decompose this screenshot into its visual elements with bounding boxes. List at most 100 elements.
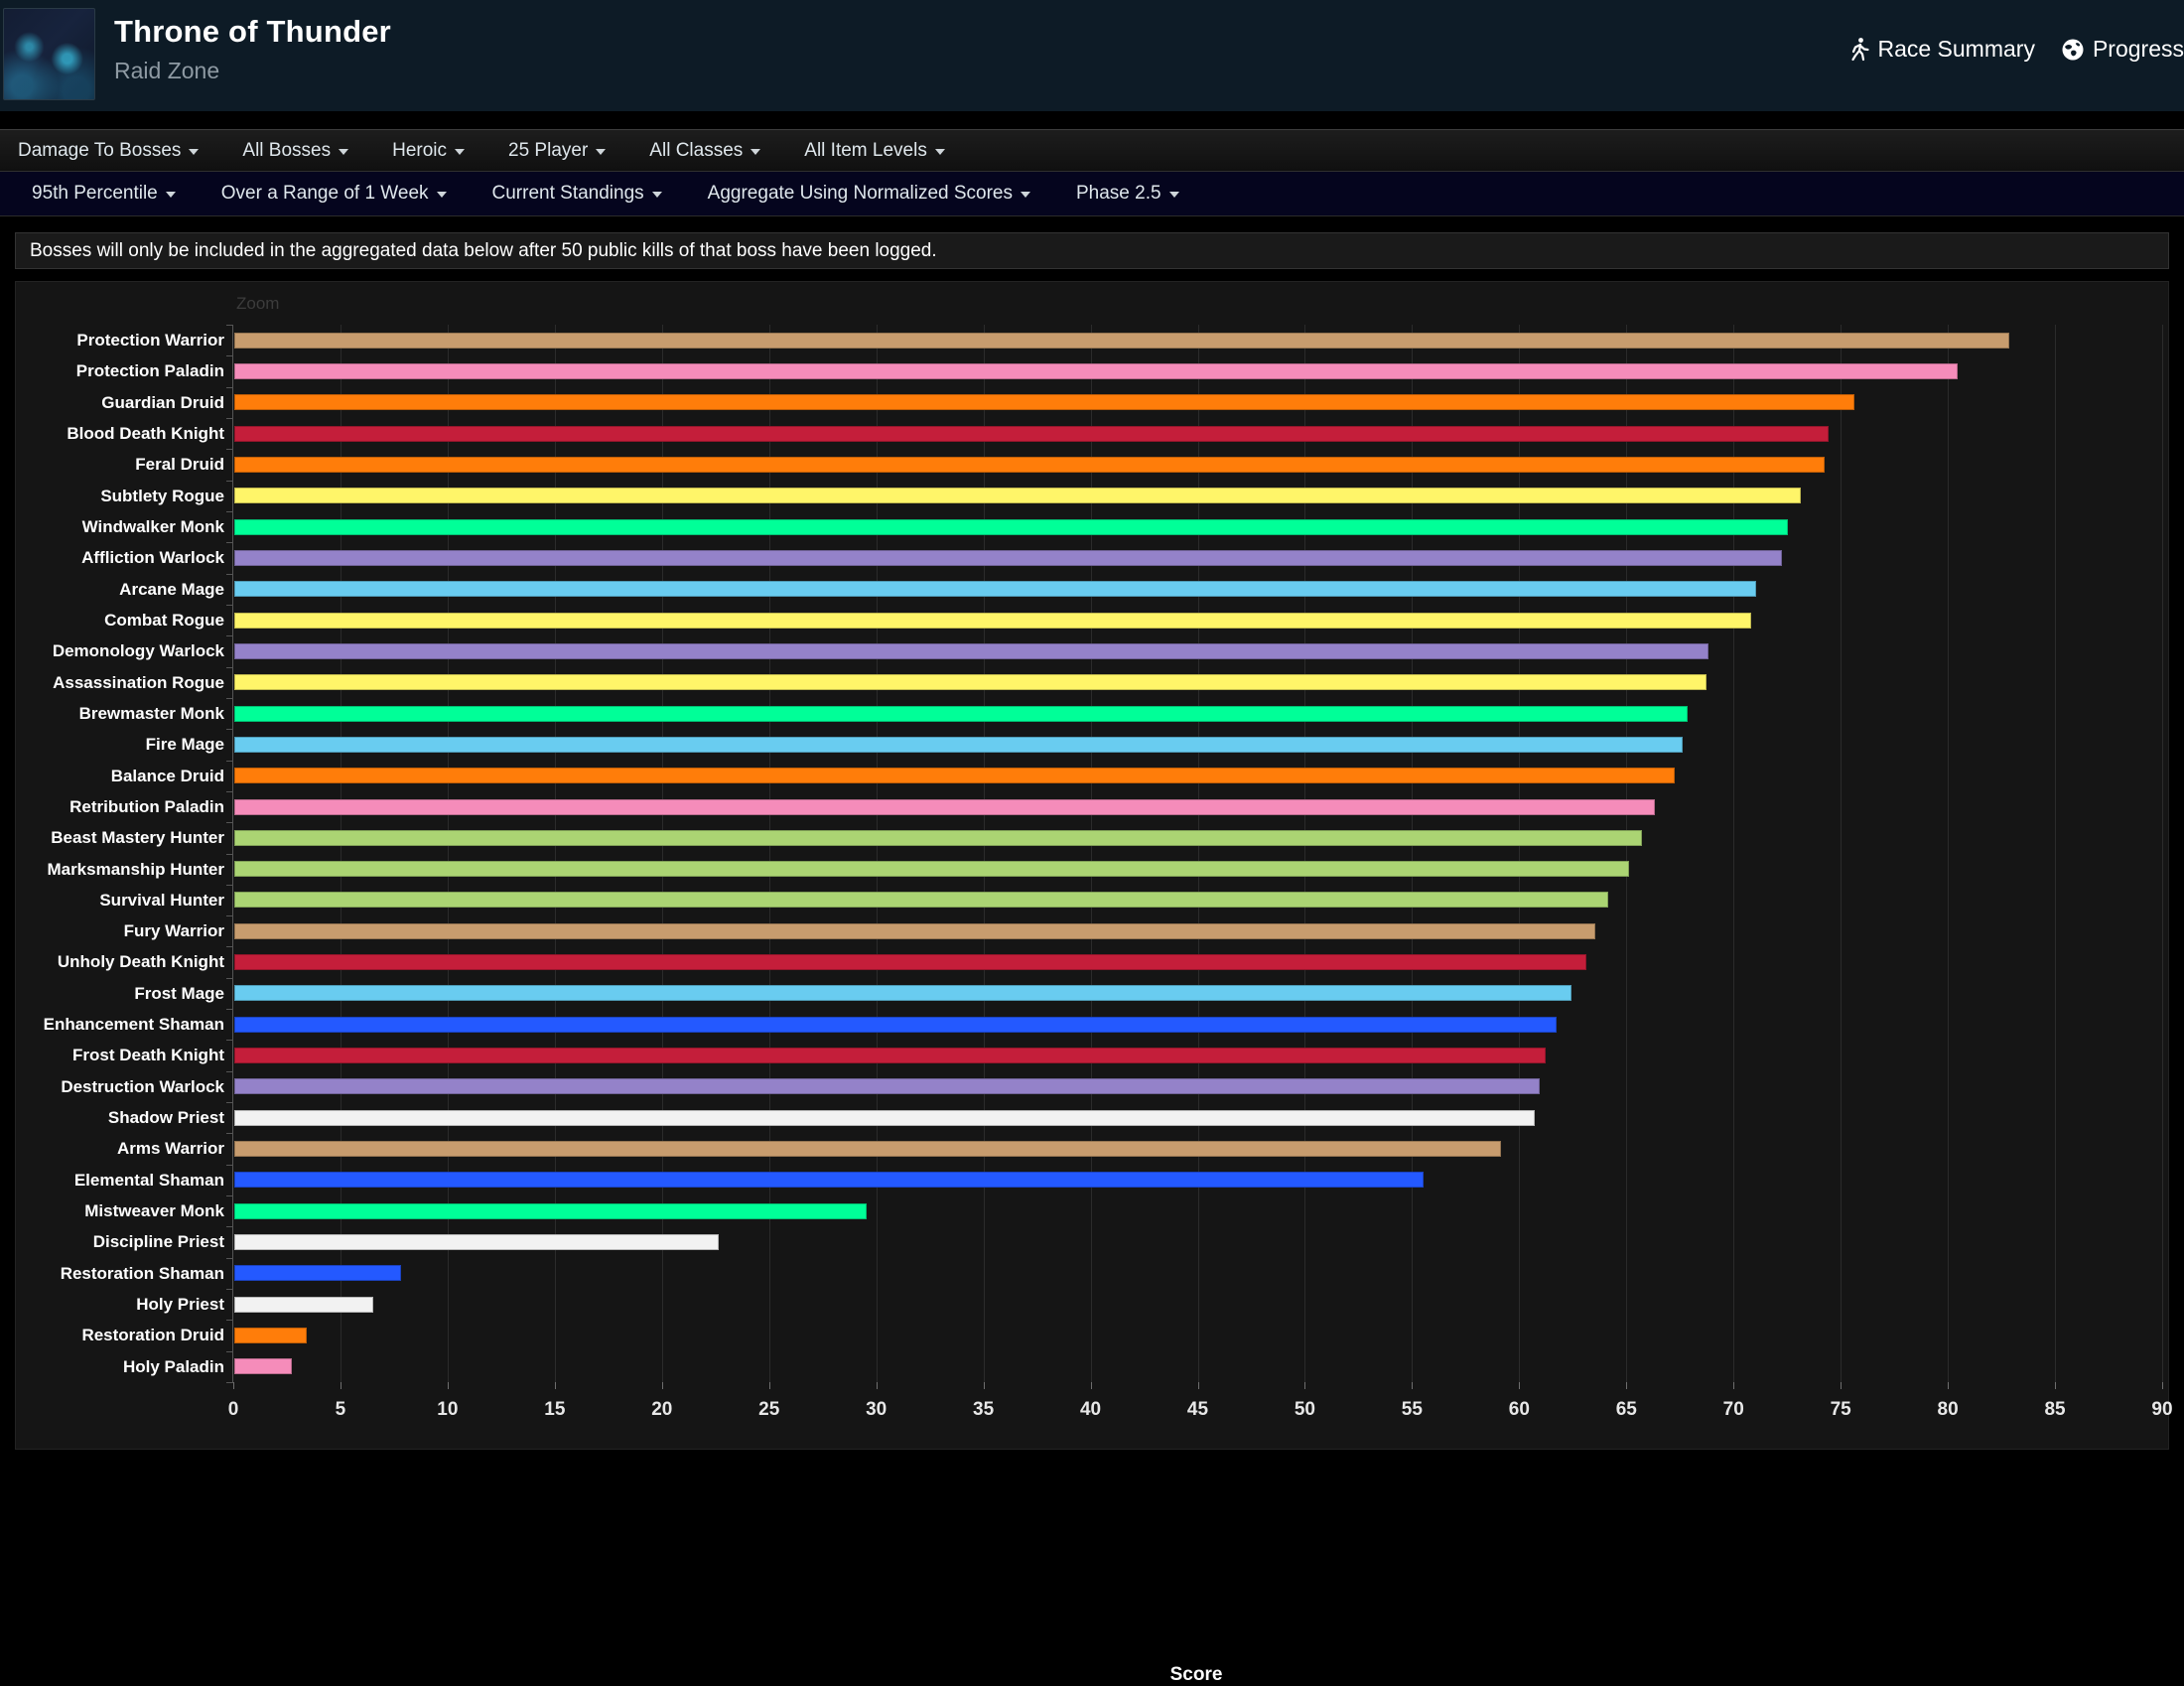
category-label-holy-paladin: Holy Paladin: [122, 1356, 224, 1376]
xaxis-tick: [1090, 1382, 1092, 1389]
bar-protection-warrior[interactable]: [234, 332, 2009, 349]
gridline: [2055, 325, 2057, 1382]
category-label-arcane-mage: Arcane Mage: [119, 579, 224, 599]
xaxis-tick: [1948, 1382, 1950, 1389]
yaxis-tick: [226, 1320, 233, 1322]
dropdown-damage-to-bosses[interactable]: Damage To Bosses: [18, 140, 200, 162]
bar-mistweaver-monk[interactable]: [234, 1202, 867, 1219]
dropdown-phase-2-5[interactable]: Phase 2.5: [1076, 183, 1179, 205]
bar-restoration-druid[interactable]: [234, 1328, 308, 1343]
dropdown-over-a-range-of-1-week[interactable]: Over a Range of 1 Week: [221, 183, 447, 205]
category-label-mistweaver-monk: Mistweaver Monk: [84, 1201, 224, 1221]
bar-protection-paladin[interactable]: [234, 362, 1958, 379]
dropdown-heroic[interactable]: Heroic: [392, 140, 466, 162]
category-label-subtlety-rogue: Subtlety Rogue: [100, 486, 224, 505]
bar-fury-warrior[interactable]: [234, 922, 1595, 939]
bar-windwalker-monk[interactable]: [234, 518, 1789, 535]
yaxis-tick: [226, 604, 233, 606]
race-summary-link[interactable]: Race Summary: [1847, 36, 2035, 63]
notice-text: Bosses will only be included in the aggr…: [30, 239, 937, 261]
gridline: [1304, 325, 1306, 1382]
bar-holy-priest[interactable]: [234, 1296, 374, 1313]
dropdown-label: All Item Levels: [804, 139, 927, 161]
bar-arms-warrior[interactable]: [234, 1141, 1501, 1158]
bar-frost-death-knight[interactable]: [234, 1048, 1547, 1064]
yaxis-tick: [226, 1350, 233, 1352]
bar-retribution-paladin[interactable]: [234, 798, 1656, 815]
globe-icon: [2061, 38, 2085, 62]
dropdown-label: Over a Range of 1 Week: [220, 183, 429, 204]
dropdown-25-player[interactable]: 25 Player: [508, 140, 607, 162]
bar-discipline-priest[interactable]: [234, 1234, 719, 1251]
category-label-retribution-paladin: Retribution Paladin: [69, 796, 224, 816]
bar-shadow-priest[interactable]: [234, 1109, 1536, 1126]
yaxis-tick: [226, 1070, 233, 1072]
bar-beast-mastery-hunter[interactable]: [234, 829, 1643, 846]
bar-unholy-death-knight[interactable]: [234, 954, 1587, 971]
xaxis-tick: [1841, 1382, 1843, 1389]
xaxis-tick: [447, 1382, 449, 1389]
yaxis-tick: [226, 325, 233, 326]
yaxis-tick: [226, 417, 233, 419]
xaxis-tick: [1733, 1382, 1735, 1389]
chevron-down-icon: [339, 148, 349, 155]
bar-combat-rogue[interactable]: [234, 612, 1752, 629]
dropdown-all-classes[interactable]: All Classes: [649, 140, 761, 162]
yaxis-tick: [226, 822, 233, 824]
yaxis-tick: [226, 1164, 233, 1166]
category-label-protection-paladin: Protection Paladin: [75, 361, 224, 381]
bar-fire-mage[interactable]: [234, 736, 1684, 753]
bar-arcane-mage[interactable]: [234, 581, 1756, 598]
bar-subtlety-rogue[interactable]: [234, 488, 1802, 504]
bar-destruction-warlock[interactable]: [234, 1078, 1540, 1095]
dropdown-all-item-levels[interactable]: All Item Levels: [804, 140, 945, 162]
gridline: [447, 325, 449, 1382]
xaxis-tick-label: 75: [1830, 1399, 1851, 1420]
category-label-restoration-druid: Restoration Druid: [81, 1326, 224, 1345]
bar-marksmanship-hunter[interactable]: [234, 861, 1630, 878]
category-label-survival-hunter: Survival Hunter: [99, 890, 224, 910]
dropdown-95th-percentile[interactable]: 95th Percentile: [32, 183, 176, 205]
bar-blood-death-knight[interactable]: [234, 425, 1830, 442]
chevron-down-icon: [436, 192, 447, 198]
bar-brewmaster-monk[interactable]: [234, 705, 1688, 722]
gridline: [1733, 325, 1735, 1382]
bar-holy-paladin[interactable]: [234, 1358, 293, 1375]
xaxis-tick: [661, 1382, 663, 1389]
bar-frost-mage[interactable]: [234, 985, 1572, 1002]
xaxis-tick-label: 70: [1722, 1399, 1744, 1420]
category-label-frost-mage: Frost Mage: [134, 983, 224, 1003]
bar-demonology-warlock[interactable]: [234, 642, 1709, 659]
chevron-down-icon: [934, 148, 945, 155]
category-label-fury-warrior: Fury Warrior: [123, 921, 224, 941]
dropdown-aggregate-using-normalized-scores[interactable]: Aggregate Using Normalized Scores: [708, 183, 1030, 205]
plot-area: 0 5 10 15 20 25 30 35 40 45 50 55 60 65 70 75 80 85 90: [226, 325, 2173, 1420]
zone-thumbnail: [3, 8, 95, 100]
xaxis-tick-label: 10: [437, 1399, 459, 1420]
category-label-combat-rogue: Combat Rogue: [104, 610, 224, 630]
bar-enhancement-shaman[interactable]: [234, 1016, 1558, 1033]
bar-survival-hunter[interactable]: [234, 892, 1608, 909]
bar-feral-druid[interactable]: [234, 456, 1825, 473]
category-label-unholy-death-knight: Unholy Death Knight: [57, 952, 224, 972]
bar-affliction-warlock[interactable]: [234, 549, 1782, 566]
bar-restoration-shaman[interactable]: [234, 1265, 402, 1282]
xaxis-tick-label: 85: [2044, 1399, 2066, 1420]
gridline: [661, 325, 663, 1382]
bar-elemental-shaman[interactable]: [234, 1172, 1425, 1189]
dropdown-label: 95th Percentile: [32, 183, 158, 204]
category-label-restoration-shaman: Restoration Shaman: [60, 1263, 224, 1283]
bar-guardian-druid[interactable]: [234, 394, 1855, 411]
dropdown-all-bosses[interactable]: All Bosses: [242, 140, 349, 162]
yaxis-tick: [226, 1133, 233, 1135]
xaxis-tick: [983, 1382, 985, 1389]
progress-link[interactable]: Progress: [2061, 36, 2184, 63]
bar-balance-druid[interactable]: [234, 768, 1675, 784]
category-label-windwalker-monk: Windwalker Monk: [81, 516, 224, 536]
category-label-frost-death-knight: Frost Death Knight: [72, 1046, 224, 1065]
xaxis-tick: [1197, 1382, 1199, 1389]
category-label-assassination-rogue: Assassination Rogue: [53, 672, 224, 692]
bar-assassination-rogue[interactable]: [234, 674, 1707, 691]
dropdown-current-standings[interactable]: Current Standings: [492, 183, 662, 205]
gridline: [1841, 325, 1843, 1382]
